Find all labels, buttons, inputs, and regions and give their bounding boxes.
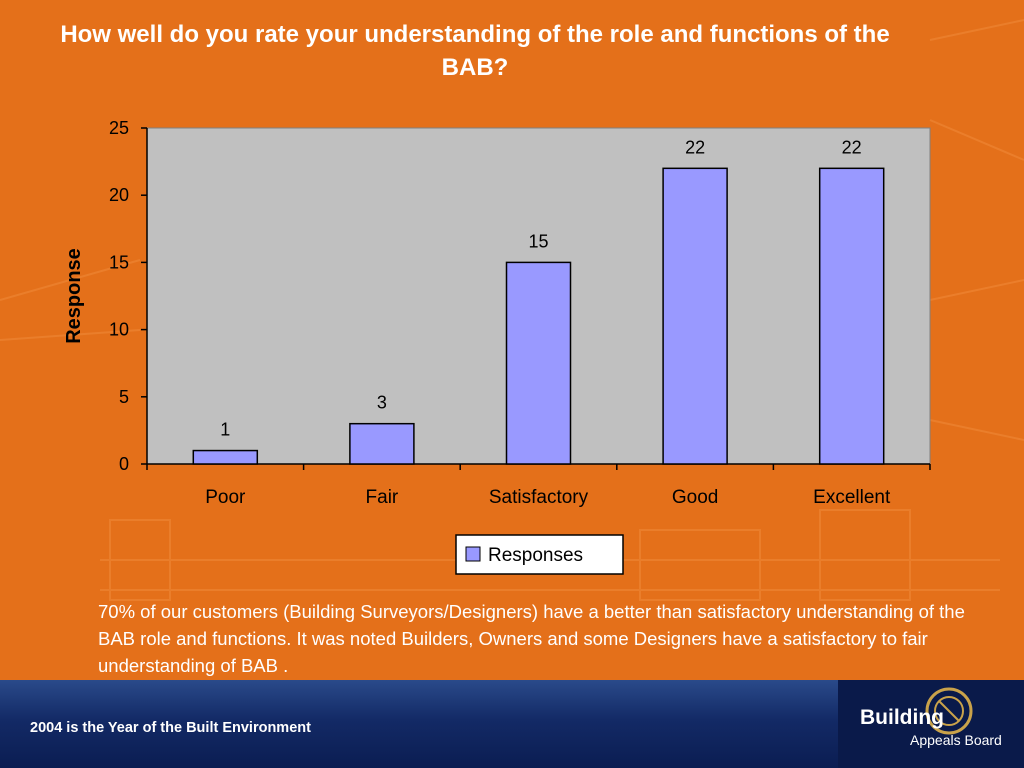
y-tick-label: 5 xyxy=(119,387,129,407)
x-tick-label: Excellent xyxy=(813,487,891,508)
bar-chart: 0 5 10 15 20 25 Response 1 Poor 3 Fair 15 Satisfacto… xyxy=(63,118,931,575)
x-tick-label: Poor xyxy=(205,487,246,508)
y-tick-label: 15 xyxy=(109,252,129,272)
y-axis-label: Response xyxy=(63,248,85,344)
x-tick-label: Satisfactory xyxy=(489,487,589,508)
bar-good xyxy=(662,167,728,465)
slide-title: How well do you rate your understanding … xyxy=(60,21,890,81)
bar-fair xyxy=(349,422,415,465)
y-tick-label: 0 xyxy=(119,454,129,474)
slide-body-text: 70% of our customers (Building Surveyors… xyxy=(98,601,965,676)
x-tick-label: Good xyxy=(672,487,718,508)
legend-label: Responses xyxy=(488,545,583,566)
data-label: 1 xyxy=(220,420,230,440)
footer-text: 2004 is the Year of the Built Environmen… xyxy=(30,720,311,736)
data-label: 3 xyxy=(377,393,387,413)
footer-bar: 2004 is the Year of the Built Environmen… xyxy=(0,680,1024,768)
bar-excellent xyxy=(818,167,885,465)
legend-swatch xyxy=(465,546,481,562)
bar-satisfactory xyxy=(505,261,572,465)
logo-line2: Appeals Board xyxy=(910,732,1002,748)
logo-line1: Building xyxy=(860,706,944,729)
legend-box xyxy=(455,534,624,575)
x-tick-label: Fair xyxy=(366,487,399,508)
data-label: 22 xyxy=(842,137,862,157)
y-tick-label: 20 xyxy=(109,185,129,205)
data-label: 15 xyxy=(528,231,548,251)
seal-icon xyxy=(925,687,973,735)
y-tick-label: 25 xyxy=(109,118,129,138)
y-tick-label: 10 xyxy=(109,320,129,340)
data-label: 22 xyxy=(685,137,705,157)
bab-logo: Building Appeals Board xyxy=(838,680,1024,768)
bar-poor xyxy=(192,449,259,465)
